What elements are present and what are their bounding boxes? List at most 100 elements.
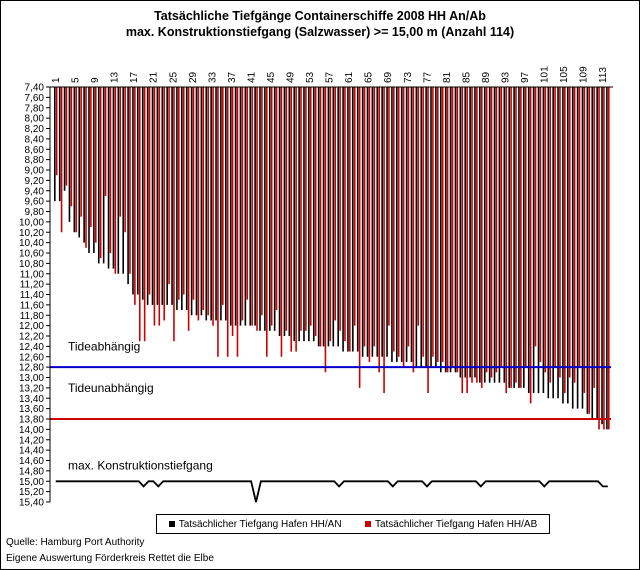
bar-an bbox=[332, 87, 335, 347]
bar-ab bbox=[285, 87, 288, 331]
y-tick-label: 10,60 bbox=[19, 249, 44, 260]
bar-ab bbox=[568, 87, 571, 378]
bar-ab bbox=[339, 87, 341, 331]
bar-ab bbox=[554, 87, 556, 368]
bar-ab bbox=[353, 87, 356, 326]
bar-an bbox=[141, 87, 144, 300]
bar-an bbox=[225, 87, 227, 321]
bar-an bbox=[562, 87, 564, 404]
bar-ab bbox=[446, 87, 449, 373]
y-tick-label: 9,40 bbox=[25, 186, 45, 197]
bar-ab bbox=[583, 87, 586, 394]
bar-ab bbox=[505, 87, 508, 394]
axes bbox=[49, 86, 613, 502]
y-tick-label: 15,40 bbox=[19, 498, 44, 509]
bar-an bbox=[567, 87, 569, 404]
bar-ab bbox=[520, 87, 522, 388]
bar-ab bbox=[598, 87, 600, 430]
bar-an bbox=[366, 87, 369, 357]
bar-an bbox=[220, 87, 222, 321]
y-tick-label: 8,40 bbox=[25, 134, 45, 145]
bar-ab bbox=[319, 87, 322, 347]
x-tick-label: 21 bbox=[149, 71, 160, 83]
x-tick-label: 41 bbox=[246, 71, 257, 83]
bar-an bbox=[293, 87, 296, 342]
bar-an bbox=[107, 87, 110, 269]
bar-an bbox=[435, 87, 437, 368]
x-tick-label: 93 bbox=[501, 71, 512, 83]
bar-an bbox=[342, 87, 344, 352]
series-an-bars bbox=[54, 87, 608, 430]
bar-ab bbox=[148, 87, 151, 295]
x-tick-label: 61 bbox=[344, 71, 355, 83]
bar-ab bbox=[402, 87, 405, 368]
y-tick-label: 14,60 bbox=[19, 456, 44, 467]
x-tick-label: 57 bbox=[325, 71, 336, 83]
bar-ab bbox=[265, 87, 268, 357]
bar-ab bbox=[593, 87, 595, 388]
bar-ab bbox=[124, 87, 126, 233]
legend-label-ab: Tatsächlicher Tiefgang Hafen HH/AB bbox=[374, 518, 538, 530]
bar-an bbox=[185, 87, 188, 311]
bar-ab bbox=[309, 87, 312, 326]
x-tick-label: 33 bbox=[207, 71, 218, 83]
y-tick-label: 12,20 bbox=[19, 332, 44, 343]
bar-an bbox=[234, 87, 237, 326]
bar-ab bbox=[192, 87, 195, 300]
bar-ab bbox=[109, 87, 112, 253]
bar-an bbox=[195, 87, 198, 316]
y-tick-label: 8,80 bbox=[25, 155, 45, 166]
bar-an bbox=[322, 87, 325, 347]
annotation-label: max. Konstruktionstiefgang bbox=[68, 459, 213, 473]
bar-an bbox=[215, 87, 217, 321]
bar-ab bbox=[270, 87, 273, 326]
bar-ab bbox=[378, 87, 380, 373]
y-tick-label: 14,20 bbox=[19, 435, 44, 446]
bar-ab bbox=[241, 87, 244, 321]
bar-ab bbox=[314, 87, 317, 336]
x-tick-label: 73 bbox=[403, 71, 414, 83]
bar-an bbox=[200, 87, 203, 316]
bar-ab bbox=[280, 87, 283, 357]
y-tick-label: 8,20 bbox=[25, 124, 45, 135]
y-tick-label: 9,00 bbox=[25, 166, 45, 177]
y-tick-label: 13,60 bbox=[19, 404, 44, 415]
bar-ab bbox=[529, 87, 532, 404]
bar-ab bbox=[373, 87, 376, 347]
bar-ab bbox=[485, 87, 488, 373]
x-tick-label: 9 bbox=[90, 77, 101, 83]
bar-ab bbox=[119, 87, 122, 217]
chart-title: Tatsächliche Tiefgänge Containerschiffe … bbox=[154, 9, 486, 23]
y-tick-label: 10,00 bbox=[19, 217, 44, 228]
bar-an bbox=[190, 87, 193, 316]
x-tick-label: 5 bbox=[71, 77, 82, 83]
bar-ab bbox=[217, 87, 219, 357]
bar-ab bbox=[490, 87, 493, 378]
bar-an bbox=[381, 87, 383, 357]
bar-ab bbox=[261, 87, 263, 316]
bar-an bbox=[479, 87, 481, 383]
x-tick-label: 37 bbox=[227, 71, 238, 83]
y-tick-label: 14,80 bbox=[19, 466, 44, 477]
x-tick-label: 69 bbox=[383, 71, 394, 83]
y-tick-label: 7,60 bbox=[25, 93, 45, 104]
bar-an bbox=[127, 87, 129, 285]
bar-ab bbox=[163, 87, 165, 321]
bar-an bbox=[518, 87, 520, 388]
bar-ab bbox=[476, 87, 478, 383]
y-tick-label: 14,40 bbox=[19, 446, 44, 457]
y-tick-label: 15,20 bbox=[19, 487, 44, 498]
bar-ab bbox=[417, 87, 420, 326]
bar-an bbox=[420, 87, 423, 368]
bar-an bbox=[268, 87, 271, 331]
bar-an bbox=[396, 87, 398, 362]
bar-ab bbox=[158, 87, 161, 326]
bar-an bbox=[244, 87, 247, 326]
bar-ab bbox=[608, 87, 610, 430]
bar-ab bbox=[559, 87, 561, 378]
y-tick-label: 12,40 bbox=[19, 342, 44, 353]
y-tick-label: 12,00 bbox=[19, 321, 44, 332]
bar-an bbox=[508, 87, 510, 388]
bar-an bbox=[391, 87, 393, 362]
x-tick-label: 113 bbox=[598, 67, 609, 83]
